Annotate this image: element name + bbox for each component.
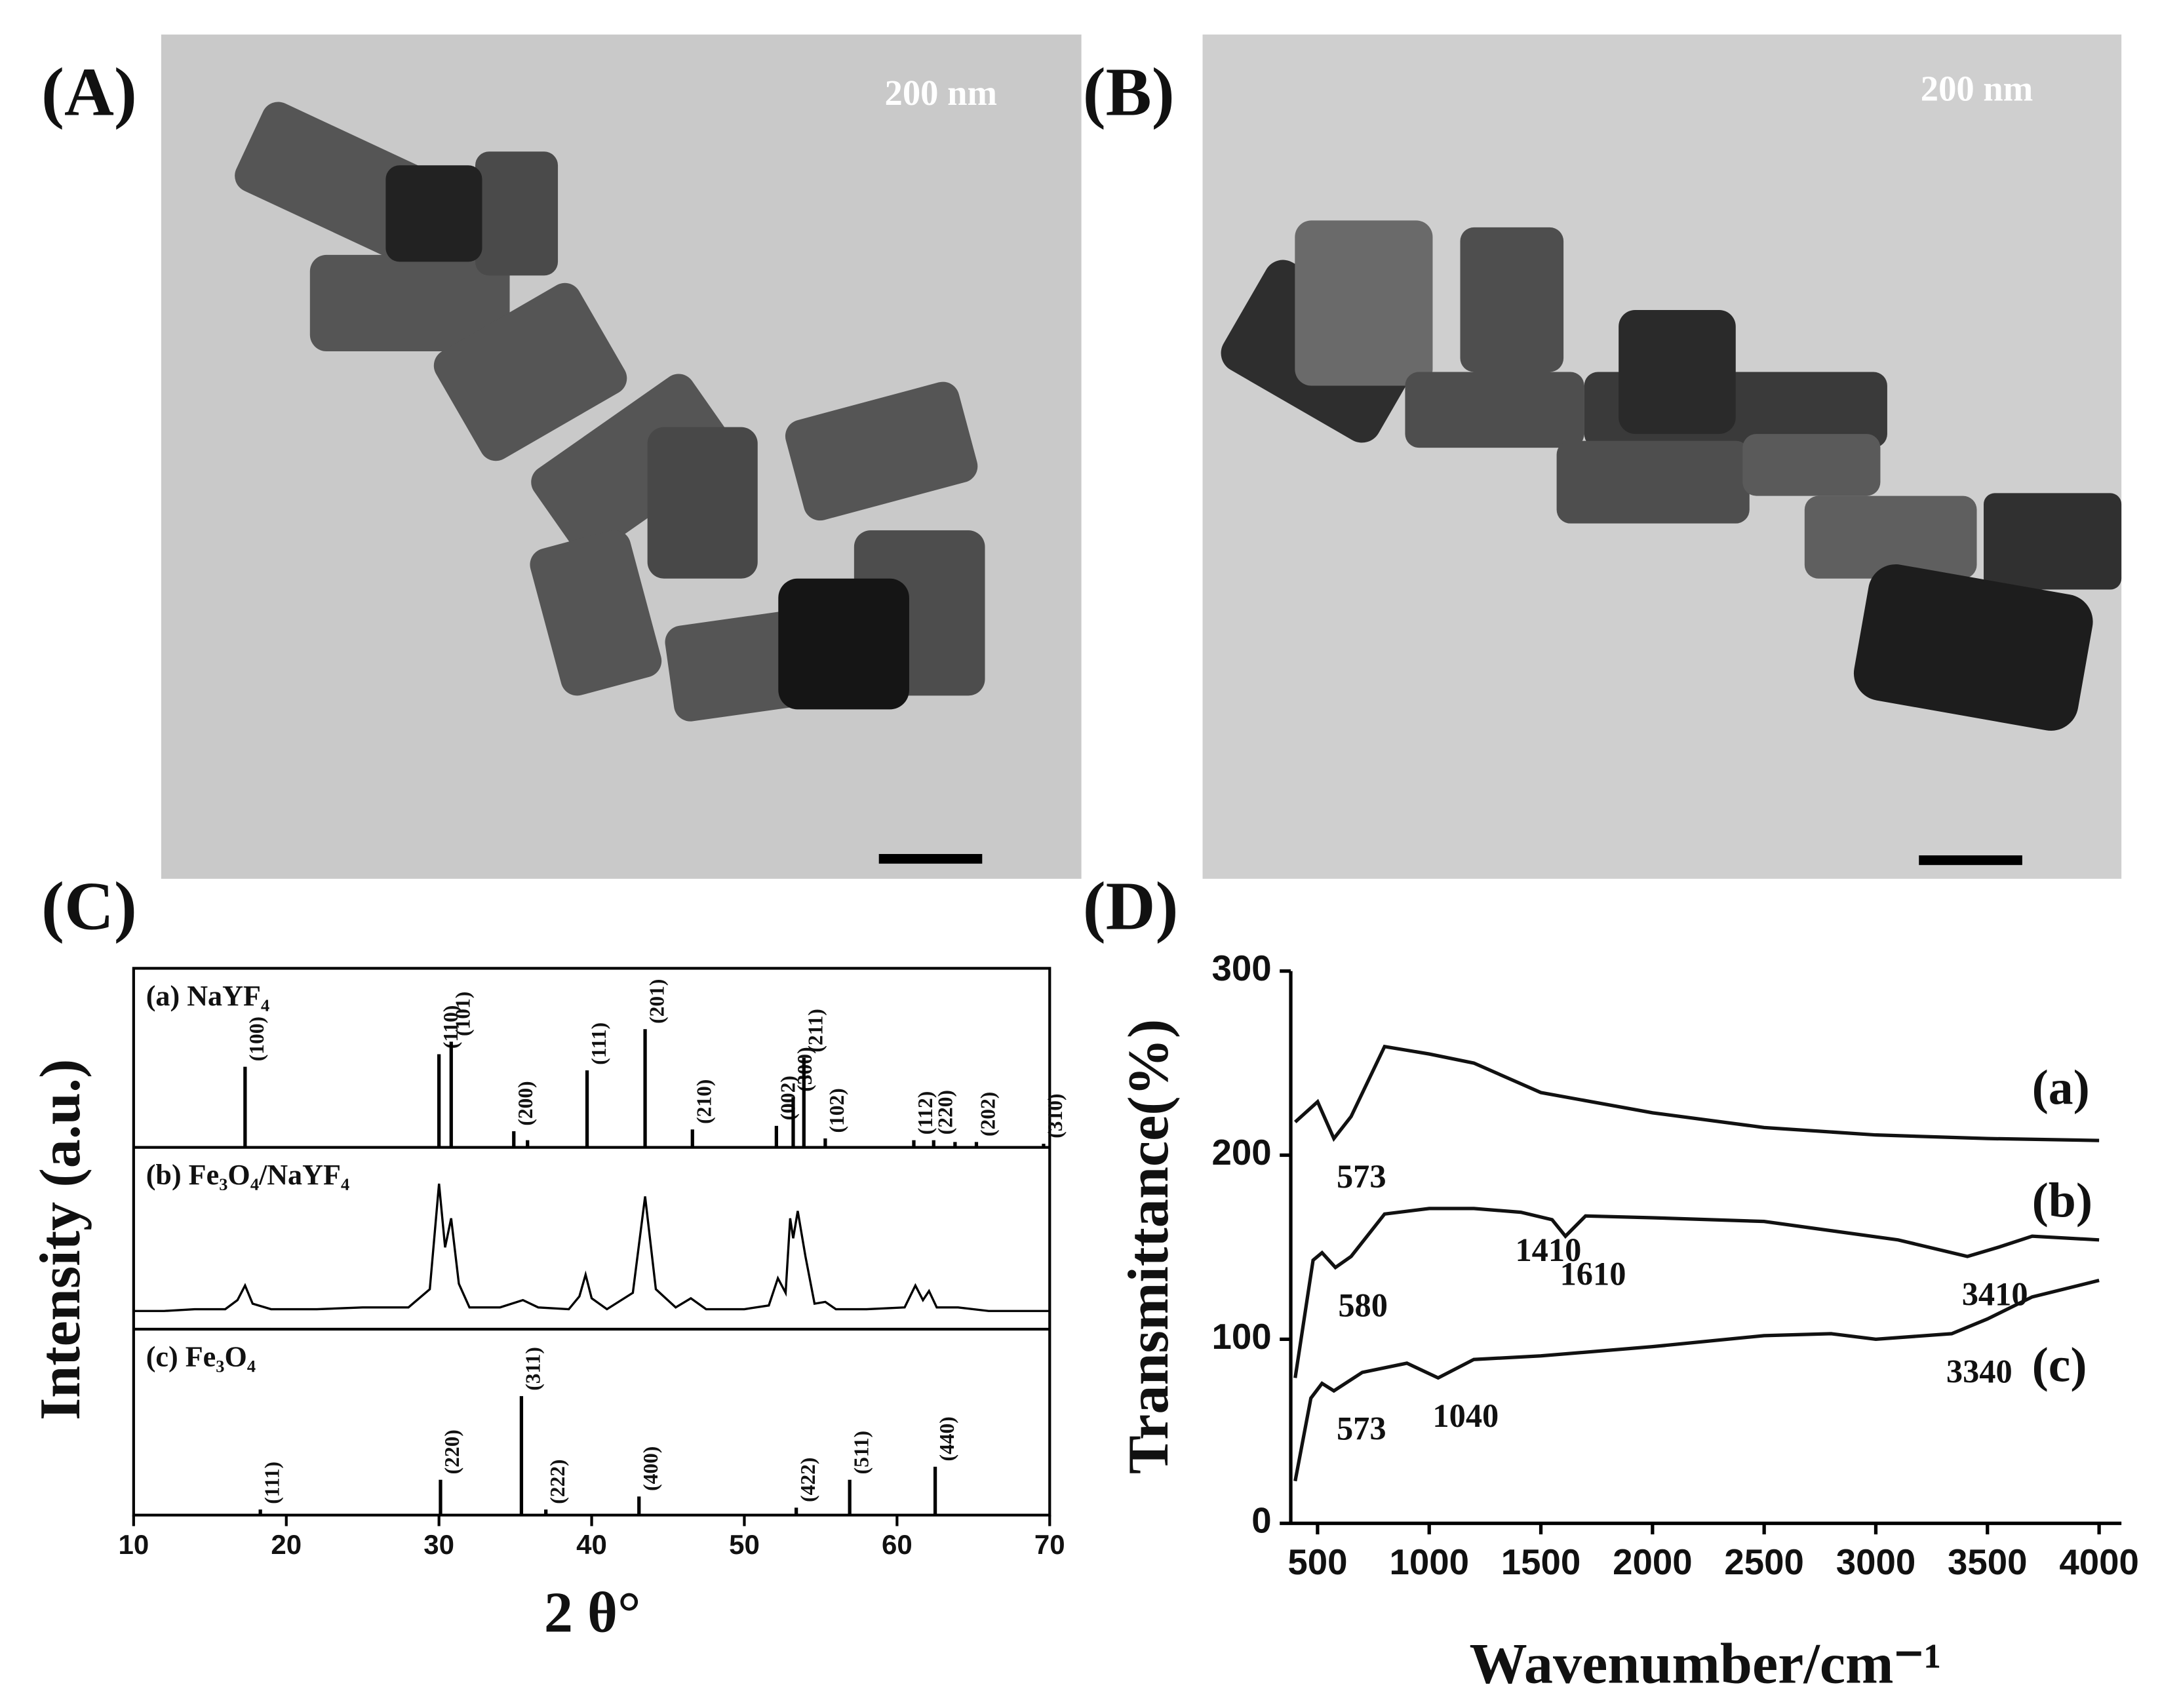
hkl-label: (111) <box>260 1462 283 1504</box>
x-tick-label: 1000 <box>1389 1542 1469 1582</box>
peak-label: 3340 <box>1946 1353 2013 1390</box>
x-tick-label: 20 <box>271 1529 302 1560</box>
hkl-label: (311) <box>522 1347 545 1391</box>
x-tick-label: 2500 <box>1724 1542 1804 1582</box>
x-tick-label: 2000 <box>1613 1542 1693 1582</box>
x-tick-label: 3500 <box>1948 1542 2028 1582</box>
peak-label: 573 <box>1337 1410 1386 1447</box>
y-axis-label: Intensity (a.u.) <box>28 1059 92 1421</box>
hkl-label: (511) <box>850 1431 873 1475</box>
y-tick-label: 300 <box>1211 948 1271 988</box>
hkl-label: (400) <box>639 1446 662 1491</box>
peak-label: 1610 <box>1560 1256 1626 1292</box>
x-tick-label: 70 <box>1034 1529 1065 1560</box>
x-axis-label: 2 θ° <box>544 1581 641 1645</box>
x-tick-label: 4000 <box>2059 1542 2139 1582</box>
x-tick-label: 60 <box>882 1529 913 1560</box>
hkl-label: (202) <box>977 1092 1000 1136</box>
hkl-label: (101) <box>452 992 475 1036</box>
x-tick-label: 500 <box>1287 1542 1347 1582</box>
hkl-label: (200) <box>514 1081 537 1125</box>
panel-label: (B) <box>1083 54 1175 130</box>
hkl-label: (210) <box>693 1079 716 1124</box>
scale-label: 200 nm <box>885 73 997 113</box>
panel-title: (a) NaYF₄ <box>146 980 269 1012</box>
y-tick-label: 100 <box>1211 1317 1271 1357</box>
spectrum-line <box>1293 1044 2100 1142</box>
x-tick-label: 1500 <box>1501 1542 1581 1582</box>
tem-image <box>1202 34 2122 879</box>
hkl-label: (422) <box>796 1458 819 1502</box>
hkl-label: (211) <box>804 1009 827 1053</box>
hkl-label: (100) <box>245 1017 268 1061</box>
peak-label: 573 <box>1337 1158 1386 1195</box>
hkl-label: (440) <box>935 1416 958 1461</box>
series-label: (c) <box>2032 1338 2087 1392</box>
scale-label: 200 nm <box>1921 68 2033 108</box>
hkl-label: (002) <box>777 1076 800 1120</box>
x-tick-label: 40 <box>576 1529 607 1560</box>
spectrum-line <box>1293 1207 2100 1378</box>
hkl-label: (220) <box>934 1090 957 1135</box>
x-tick-label: 30 <box>423 1529 454 1560</box>
hkl-label: (110) <box>439 1005 462 1049</box>
x-tick-label: 50 <box>729 1529 760 1560</box>
hkl-label: (102) <box>825 1088 848 1133</box>
hkl-label: (112) <box>914 1091 937 1135</box>
panel-label: (C) <box>41 867 137 944</box>
peak-label: 3410 <box>1962 1276 2028 1313</box>
peak-label: 1040 <box>1432 1397 1499 1434</box>
peak-label: 1410 <box>1515 1232 1581 1268</box>
series-label: (a) <box>2032 1060 2090 1115</box>
y-tick-label: 0 <box>1251 1501 1271 1541</box>
x-tick-label: 10 <box>118 1529 149 1560</box>
hkl-label: (220) <box>441 1429 463 1474</box>
peak-label: 580 <box>1338 1287 1388 1323</box>
tem-image <box>161 34 1082 879</box>
x-axis-label: Wavenumber/cm⁻¹ <box>1469 1631 1941 1696</box>
series-label: (b) <box>2032 1174 2092 1228</box>
x-tick-label: 3000 <box>1836 1542 1916 1582</box>
hkl-label: (222) <box>546 1459 569 1504</box>
spectrum-line <box>1293 1279 2100 1482</box>
pattern-line <box>133 1183 1050 1312</box>
y-axis-label: Transmittance(%) <box>1116 1019 1181 1474</box>
panel-title: (b) Fe₃O₄/NaYF₄ <box>146 1159 349 1191</box>
hkl-label: (201) <box>645 979 668 1024</box>
hkl-label: (111) <box>587 1022 610 1065</box>
y-tick-label: 200 <box>1211 1133 1271 1173</box>
panel-label: (D) <box>1083 867 1179 944</box>
panel-label: (A) <box>41 54 137 130</box>
panel-title: (c) Fe₃O₄ <box>146 1340 256 1372</box>
hkl-label: (310) <box>1044 1093 1067 1138</box>
